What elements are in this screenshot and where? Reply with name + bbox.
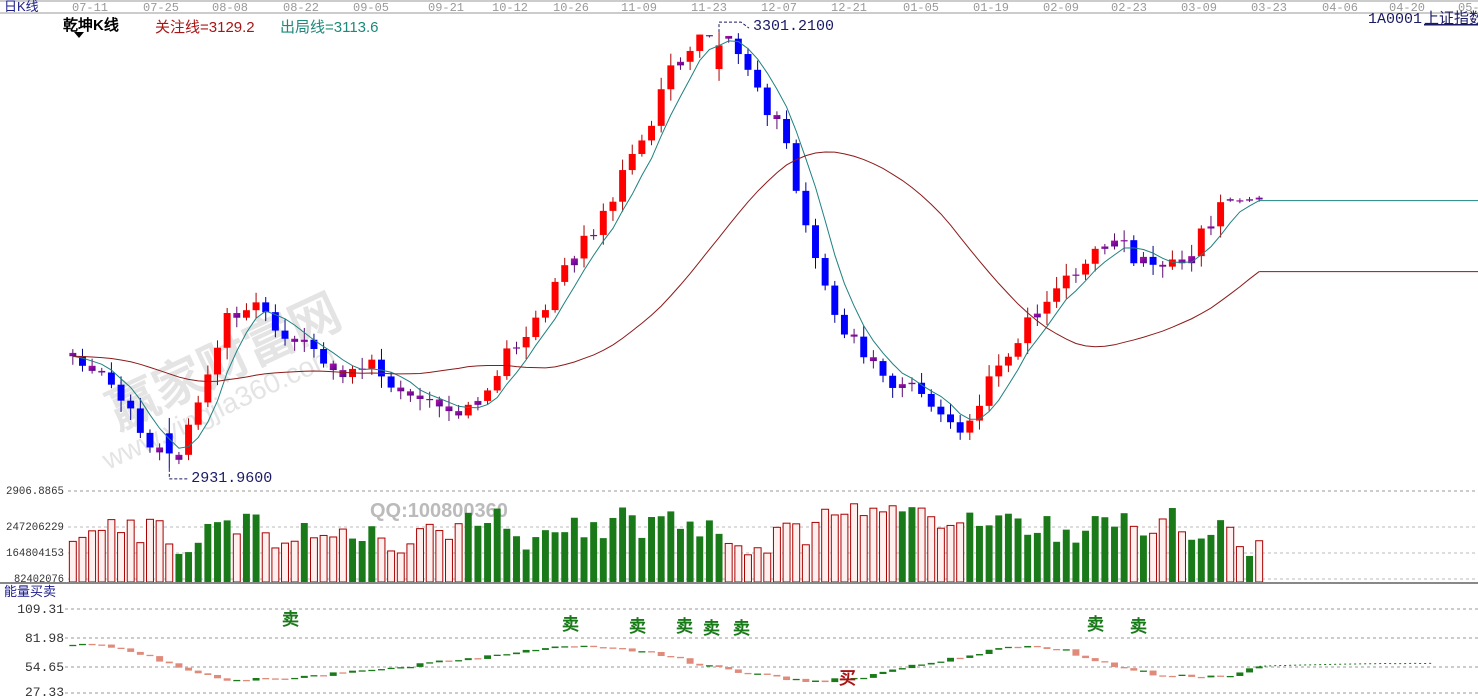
svg-text:08-22: 08-22 [283, 1, 319, 15]
svg-text:上证指数: 上证指数 [1424, 10, 1478, 27]
svg-text:164804153: 164804153 [6, 548, 64, 560]
svg-text:卖: 卖 [1130, 616, 1147, 636]
svg-text:日K线: 日K线 [4, 0, 39, 14]
svg-text:QQ:100800360: QQ:100800360 [370, 500, 508, 522]
svg-text:09-05: 09-05 [353, 1, 389, 15]
svg-text:12-21: 12-21 [831, 1, 867, 15]
svg-text:3301.2100: 3301.2100 [753, 18, 834, 35]
svg-text:关注线=3129.2: 关注线=3129.2 [155, 19, 255, 36]
svg-text:11-23: 11-23 [691, 1, 727, 15]
svg-text:出局线=3113.6: 出局线=3113.6 [280, 19, 379, 36]
svg-text:卖: 卖 [676, 616, 693, 636]
svg-text:01-05: 01-05 [903, 1, 939, 15]
svg-text:247206229: 247206229 [6, 522, 64, 534]
svg-text:02-09: 02-09 [1043, 1, 1079, 15]
svg-text:109.31: 109.31 [17, 602, 64, 617]
svg-text:12-07: 12-07 [761, 1, 797, 15]
svg-text:卖: 卖 [562, 614, 579, 634]
svg-text:1A0001: 1A0001 [1368, 11, 1422, 28]
svg-text:卖: 卖 [629, 616, 646, 636]
svg-text:02-23: 02-23 [1111, 1, 1147, 15]
svg-text:11-09: 11-09 [621, 1, 657, 15]
svg-text:54.65: 54.65 [25, 660, 64, 675]
svg-text:07-25: 07-25 [143, 1, 179, 15]
svg-text:卖: 卖 [282, 609, 299, 629]
svg-text:卖: 卖 [733, 618, 750, 638]
svg-text:乾坤K线: 乾坤K线 [63, 16, 119, 34]
svg-text:27.33: 27.33 [25, 685, 64, 700]
svg-text:买: 买 [839, 669, 856, 688]
svg-text:04-06: 04-06 [1322, 1, 1358, 15]
svg-text:03-09: 03-09 [1181, 1, 1217, 15]
svg-text:07-11: 07-11 [72, 1, 108, 15]
svg-text:81.98: 81.98 [25, 631, 64, 646]
svg-text:2931.9600: 2931.9600 [191, 470, 272, 487]
svg-text:卖: 卖 [1087, 614, 1104, 634]
svg-text:03-23: 03-23 [1251, 1, 1287, 15]
svg-text:2906.8865: 2906.8865 [6, 486, 64, 498]
svg-text:09-21: 09-21 [428, 1, 464, 15]
svg-text:卖: 卖 [703, 618, 720, 638]
svg-text:能量买卖: 能量买卖 [4, 584, 56, 599]
svg-text:01-19: 01-19 [973, 1, 1009, 15]
svg-text:08-08: 08-08 [212, 1, 248, 15]
svg-text:10-26: 10-26 [553, 1, 589, 15]
svg-text:10-12: 10-12 [492, 1, 528, 15]
